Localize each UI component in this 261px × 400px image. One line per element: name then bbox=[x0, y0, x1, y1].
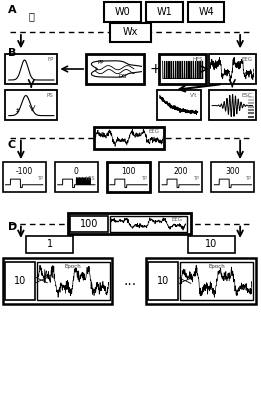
Bar bbox=[110, 216, 187, 232]
Text: 100: 100 bbox=[121, 167, 136, 176]
Bar bbox=[26, 236, 73, 253]
Text: 10: 10 bbox=[157, 276, 169, 286]
Bar bbox=[94, 127, 164, 149]
Bar bbox=[5, 54, 57, 84]
Bar bbox=[5, 262, 35, 300]
Text: ...: ... bbox=[124, 274, 137, 288]
Text: +: + bbox=[150, 62, 161, 76]
Bar bbox=[209, 90, 256, 120]
Text: W4: W4 bbox=[198, 7, 214, 17]
Bar bbox=[3, 258, 112, 304]
Bar bbox=[5, 90, 57, 120]
Bar bbox=[86, 54, 144, 84]
Text: 200: 200 bbox=[174, 167, 188, 176]
Text: Wx: Wx bbox=[123, 27, 138, 37]
Text: 0: 0 bbox=[74, 167, 79, 176]
Bar bbox=[159, 162, 202, 192]
Bar bbox=[159, 54, 206, 84]
Bar bbox=[37, 262, 110, 300]
Bar bbox=[188, 2, 224, 22]
Bar bbox=[211, 162, 254, 192]
Bar bbox=[55, 162, 98, 192]
Bar bbox=[146, 258, 256, 304]
Text: 🔬: 🔬 bbox=[28, 11, 34, 21]
Text: 300: 300 bbox=[226, 167, 240, 176]
Bar bbox=[107, 162, 150, 192]
Bar bbox=[180, 262, 253, 300]
Bar bbox=[3, 162, 46, 192]
Text: B: B bbox=[8, 48, 16, 58]
Text: W1: W1 bbox=[157, 7, 172, 17]
Bar bbox=[157, 90, 201, 120]
Bar bbox=[209, 54, 256, 84]
Text: C: C bbox=[8, 140, 16, 150]
Text: D: D bbox=[8, 222, 17, 232]
Bar bbox=[148, 262, 178, 300]
Text: 1: 1 bbox=[46, 239, 53, 250]
Bar bbox=[110, 23, 151, 42]
Text: A: A bbox=[8, 5, 16, 15]
Bar bbox=[70, 216, 108, 232]
Bar bbox=[104, 2, 141, 22]
Text: 10: 10 bbox=[205, 239, 217, 250]
Text: -100: -100 bbox=[15, 167, 33, 176]
Text: 10: 10 bbox=[14, 276, 26, 286]
Text: 100: 100 bbox=[80, 219, 98, 229]
Bar bbox=[188, 236, 235, 253]
Bar bbox=[68, 213, 191, 234]
Text: W0: W0 bbox=[115, 7, 130, 17]
Bar bbox=[146, 2, 183, 22]
